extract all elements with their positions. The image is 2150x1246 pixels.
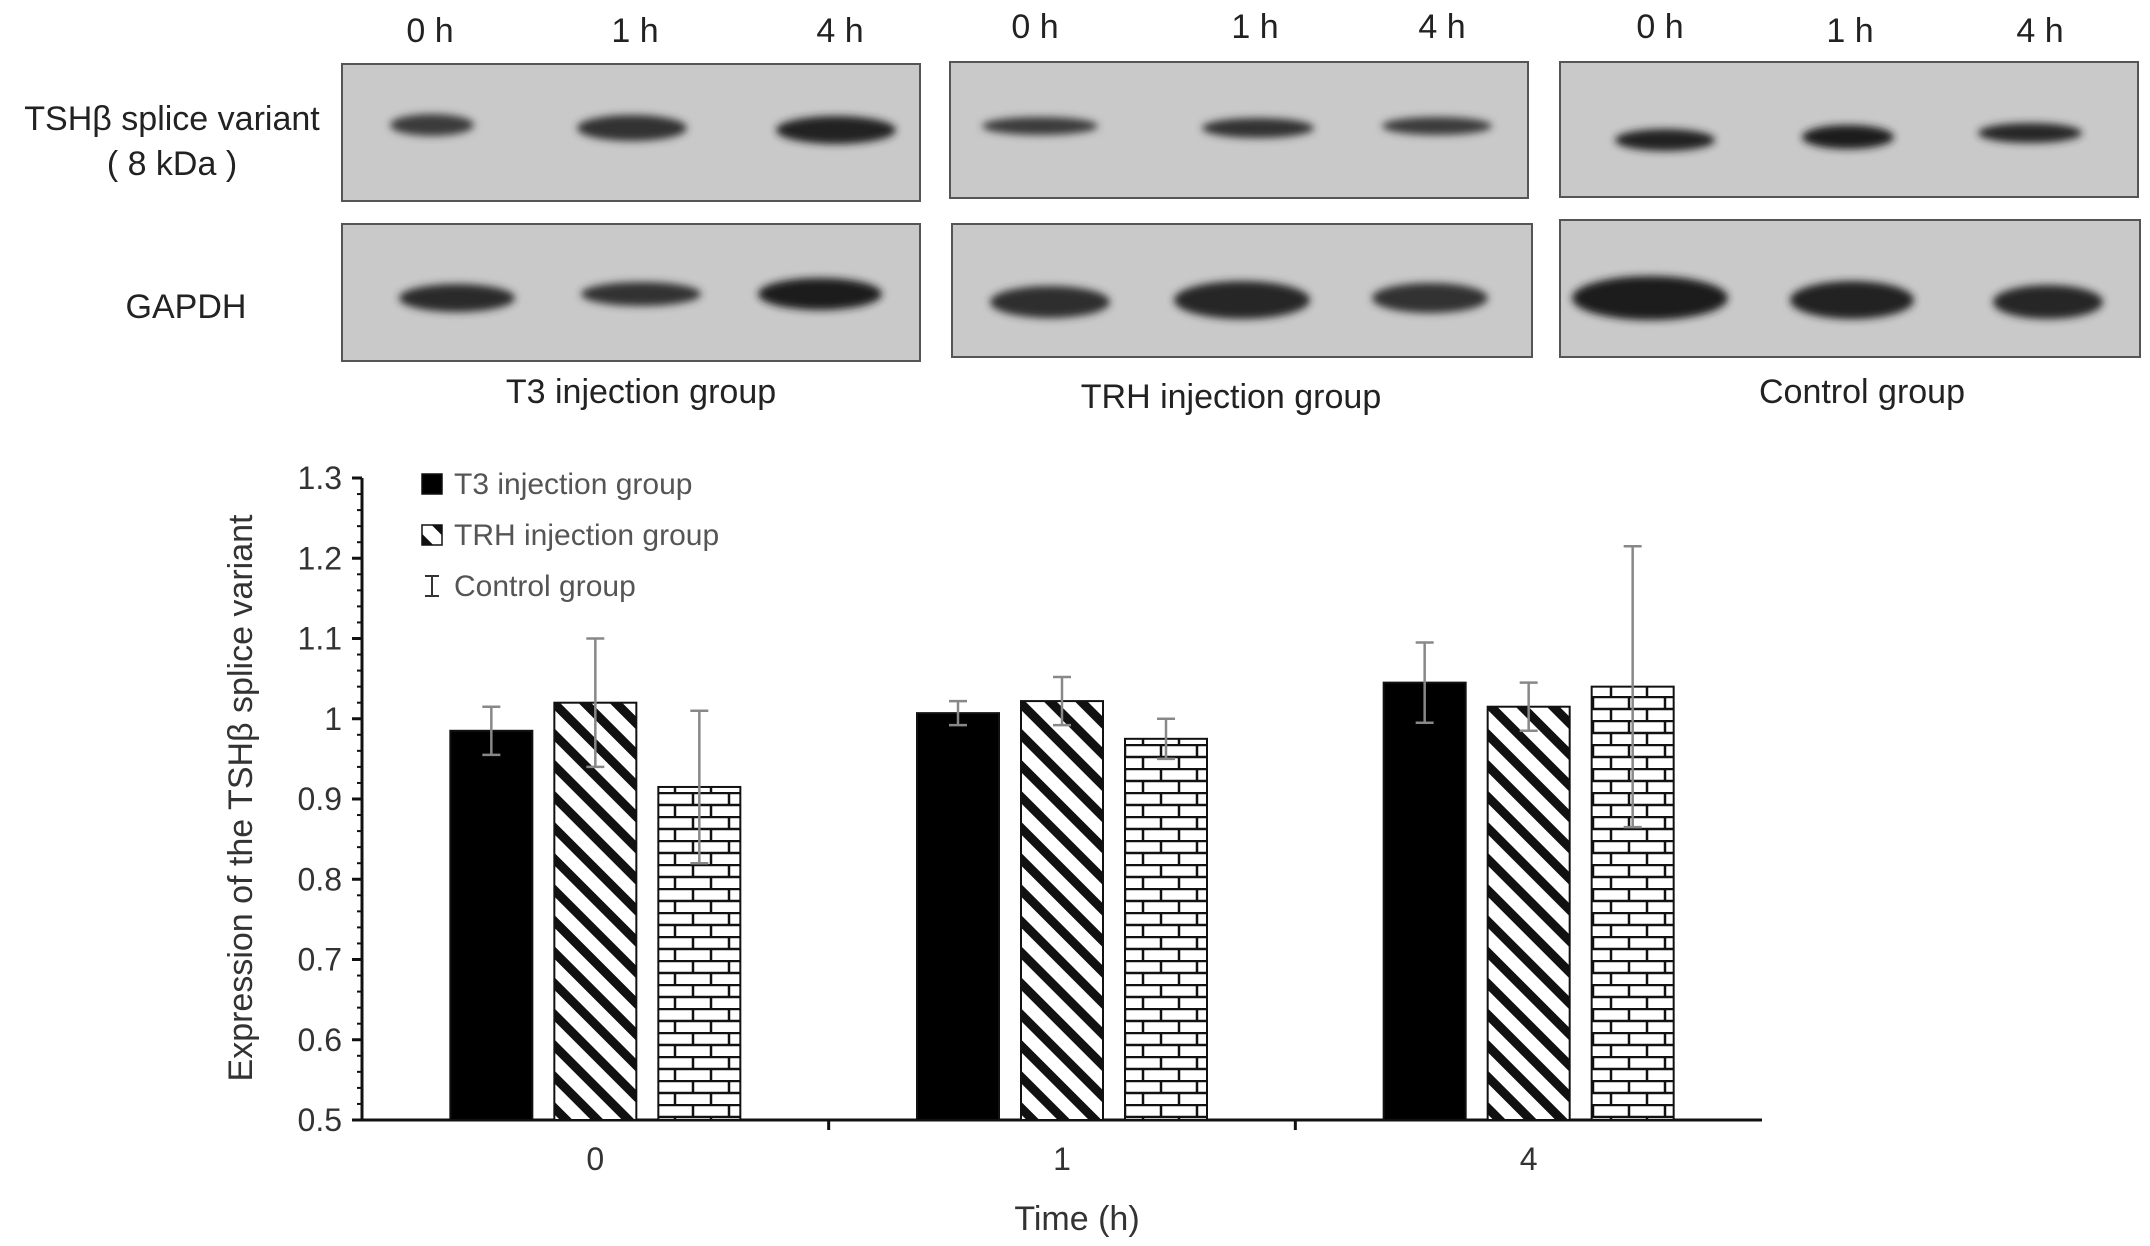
bar [1486,705,1571,1122]
blot-group-trh: 0 h 1 h 4 h TRH injection group [949,8,1533,416]
x-tick-label: 1 [1053,1141,1071,1177]
lane-label: 0 h [406,12,453,50]
bars [449,681,1675,1122]
blot-band [990,286,1110,318]
blot-band [1174,281,1310,319]
legend-label: Control group [454,570,636,603]
blot-band [1615,129,1715,151]
blot-band [1572,276,1728,320]
group-label-t3: T3 injection group [506,373,776,411]
x-axis-title: Time (h) [1014,1200,1139,1238]
legend-swatch [421,524,443,546]
blot-panel: TSHβ splice variant ( 8 kDa ) GAPDH 0 h … [24,8,2141,416]
blot-band [776,116,896,144]
blot-band [1978,123,2082,143]
blot-band [399,284,515,312]
y-tick-label: 0.9 [298,781,342,817]
lane-label: 0 h [1636,8,1683,46]
blot-band [390,114,474,136]
y-axis-title: Expression of the TSHβ splice variant [222,514,260,1082]
y-tick-label: 1.2 [298,540,342,576]
row-label-gapdh: GAPDH [126,288,247,326]
bar [449,729,534,1121]
blot-group-t3: 0 h 1 h 4 h T3 injection group [341,12,921,411]
bar [1382,681,1467,1121]
blot-band [581,282,701,306]
y-tick-label: 0.8 [298,861,342,897]
row-label-tsh-line2: ( 8 kDa ) [107,145,237,183]
bar-chart: 0.5 0.6 0.7 0.8 0.9 1 1.1 1.2 1.3 0 1 4 Expression… [222,460,1762,1238]
lane-label: 0 h [1011,8,1058,46]
lane-label: 1 h [1826,12,1873,50]
x-tick-label: 0 [586,1141,604,1177]
blot-band [577,115,687,141]
blot-band [1790,281,1914,319]
bar [1020,700,1104,1121]
blot-band [1993,285,2103,319]
row-label-tsh-line1: TSHβ splice variant [24,100,320,138]
lane-label: 4 h [1418,8,1465,46]
lane-label: 1 h [1231,8,1278,46]
y-tick-label: 0.6 [298,1022,342,1058]
blot-band [1802,125,1894,149]
y-tick-label: 1.1 [298,621,342,657]
blot-band [758,278,882,310]
group-label-control: Control group [1759,373,1965,411]
bar [916,712,1000,1121]
blot-band [1372,283,1488,313]
bar [1124,737,1208,1121]
blot-band [1202,118,1314,138]
y-tick-label: 0.7 [298,942,342,978]
lane-label: 1 h [611,12,658,50]
legend-label: TRH injection group [454,519,719,552]
y-axis: 0.5 0.6 0.7 0.8 0.9 1 1.1 1.2 1.3 [298,460,364,1138]
legend: T3 injection group TRH injection group Con… [421,468,719,603]
x-tick-label: 4 [1520,1141,1538,1177]
x-axis: 0 1 4 [362,1118,1762,1177]
y-tick-label: 1.3 [298,460,342,496]
blot-band [1382,117,1492,135]
group-label-trh: TRH injection group [1081,378,1381,416]
legend-label: T3 injection group [454,468,692,501]
error-bars [482,544,1642,865]
legend-swatch [421,473,443,495]
blot-band [982,117,1098,135]
y-tick-label: 0.5 [298,1102,342,1138]
bar [553,701,638,1121]
lane-label: 4 h [816,12,863,50]
lane-label: 4 h [2016,12,2063,50]
y-tick-label: 1 [324,701,342,737]
blot-group-control: 0 h 1 h 4 h Control group [1559,8,2141,411]
